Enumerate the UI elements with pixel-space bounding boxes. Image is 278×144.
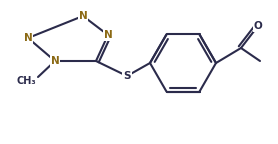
Text: N: N: [104, 30, 112, 40]
Text: S: S: [123, 71, 131, 81]
Text: CH₃: CH₃: [16, 76, 36, 86]
Text: N: N: [79, 11, 87, 21]
Text: N: N: [51, 56, 59, 66]
Text: O: O: [254, 21, 262, 31]
Text: N: N: [24, 33, 32, 43]
